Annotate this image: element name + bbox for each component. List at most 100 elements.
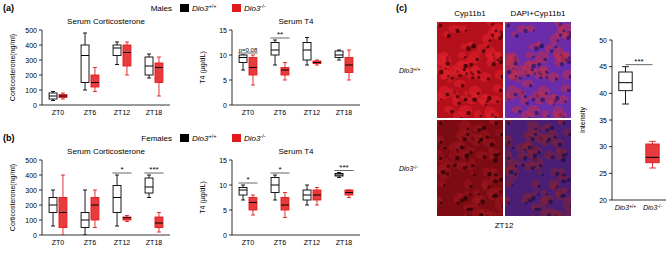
y-tick (39, 235, 42, 236)
y-tick (229, 55, 232, 56)
label: ZT6 (274, 239, 287, 246)
box (81, 213, 89, 228)
label-base: Dio3 (244, 4, 261, 13)
whisker (307, 200, 308, 205)
y-tick-label: 10 (219, 52, 227, 59)
median (345, 192, 353, 193)
texture (523, 29, 527, 33)
median (335, 55, 343, 56)
median (81, 220, 89, 221)
chart: 051015Serum T4T4 (μg/dL)ZT0ZT6ZT12ZT18p=… (199, 17, 360, 116)
x-axis (232, 235, 360, 236)
texture (438, 55, 452, 69)
whisker (117, 56, 118, 65)
box (281, 198, 289, 211)
y-label: T4 (μg/dL) (199, 51, 207, 83)
y-tick (609, 66, 612, 67)
texture (500, 56, 503, 59)
y-label: Corticosterone(ng/ml) (9, 164, 17, 231)
median (155, 67, 163, 68)
y-tick-label: 300 (25, 187, 37, 194)
whisker-cap (283, 62, 287, 63)
texture (546, 94, 559, 104)
median (271, 185, 279, 186)
label: ZT0 (52, 109, 65, 116)
label-base: Dio3 (399, 67, 414, 74)
label: Dio3+/+ (192, 133, 217, 143)
whisker-cap (241, 70, 245, 71)
label: Dio3+/+ (192, 3, 217, 13)
texture (485, 103, 487, 105)
label-sup: +/+ (413, 67, 420, 72)
box (113, 45, 121, 56)
whisker-cap (93, 227, 97, 228)
median (303, 50, 311, 51)
y-tick-label: 45 (599, 63, 607, 70)
texture (492, 62, 496, 66)
x-axis (232, 105, 360, 106)
y-tick-label: 0 (33, 102, 37, 109)
label-sup: +/+ (208, 3, 216, 9)
texture (464, 98, 468, 102)
box (155, 217, 163, 228)
whisker (275, 193, 276, 201)
whisker-cap (241, 200, 245, 201)
annotation: * (120, 165, 123, 174)
image-shade (437, 120, 503, 216)
whisker-cap (61, 99, 65, 100)
whisker (53, 190, 54, 198)
x-axis (612, 200, 666, 201)
y-tick (39, 60, 42, 61)
whisker (625, 67, 626, 72)
y-tick (39, 175, 42, 176)
whisker (307, 38, 308, 43)
texture (532, 98, 536, 102)
label: ZT18 (146, 239, 162, 246)
median (91, 82, 99, 83)
texture (554, 46, 557, 49)
texture (476, 58, 480, 62)
texture (525, 102, 528, 105)
whisker-cap (147, 78, 151, 79)
y-tick-label: 5 (223, 207, 227, 214)
box (313, 190, 321, 200)
texture (539, 65, 548, 74)
whisker-cap (337, 177, 341, 178)
whisker-cap (622, 104, 629, 105)
annotation: *** (149, 165, 158, 174)
whisker-cap (251, 195, 255, 196)
texture (542, 110, 549, 118)
texture (547, 72, 559, 81)
texture (564, 100, 567, 103)
whisker-cap (51, 100, 55, 101)
whisker (243, 63, 244, 71)
whisker-cap (241, 185, 245, 186)
whisker (252, 210, 253, 215)
y-tick (229, 80, 232, 81)
whisker (62, 175, 63, 198)
median (239, 57, 247, 58)
texture (471, 65, 480, 74)
texture (456, 95, 459, 98)
legend-swatch (180, 4, 189, 12)
y-tick-label: 5 (223, 77, 227, 84)
box (335, 174, 343, 177)
box (59, 95, 67, 98)
whisker-cap (273, 40, 277, 41)
texture (471, 44, 476, 49)
texture (562, 70, 571, 80)
texture (518, 110, 522, 114)
median (249, 67, 257, 68)
whisker (284, 75, 285, 80)
y-tick (609, 40, 612, 41)
whisker (284, 63, 285, 68)
box (345, 190, 353, 195)
y-tick-label: 25 (599, 170, 607, 177)
texture (531, 64, 536, 69)
texture (479, 115, 481, 117)
texture (478, 94, 491, 104)
texture (537, 63, 541, 67)
texture (515, 75, 517, 77)
texture (500, 74, 503, 79)
median (335, 175, 343, 176)
